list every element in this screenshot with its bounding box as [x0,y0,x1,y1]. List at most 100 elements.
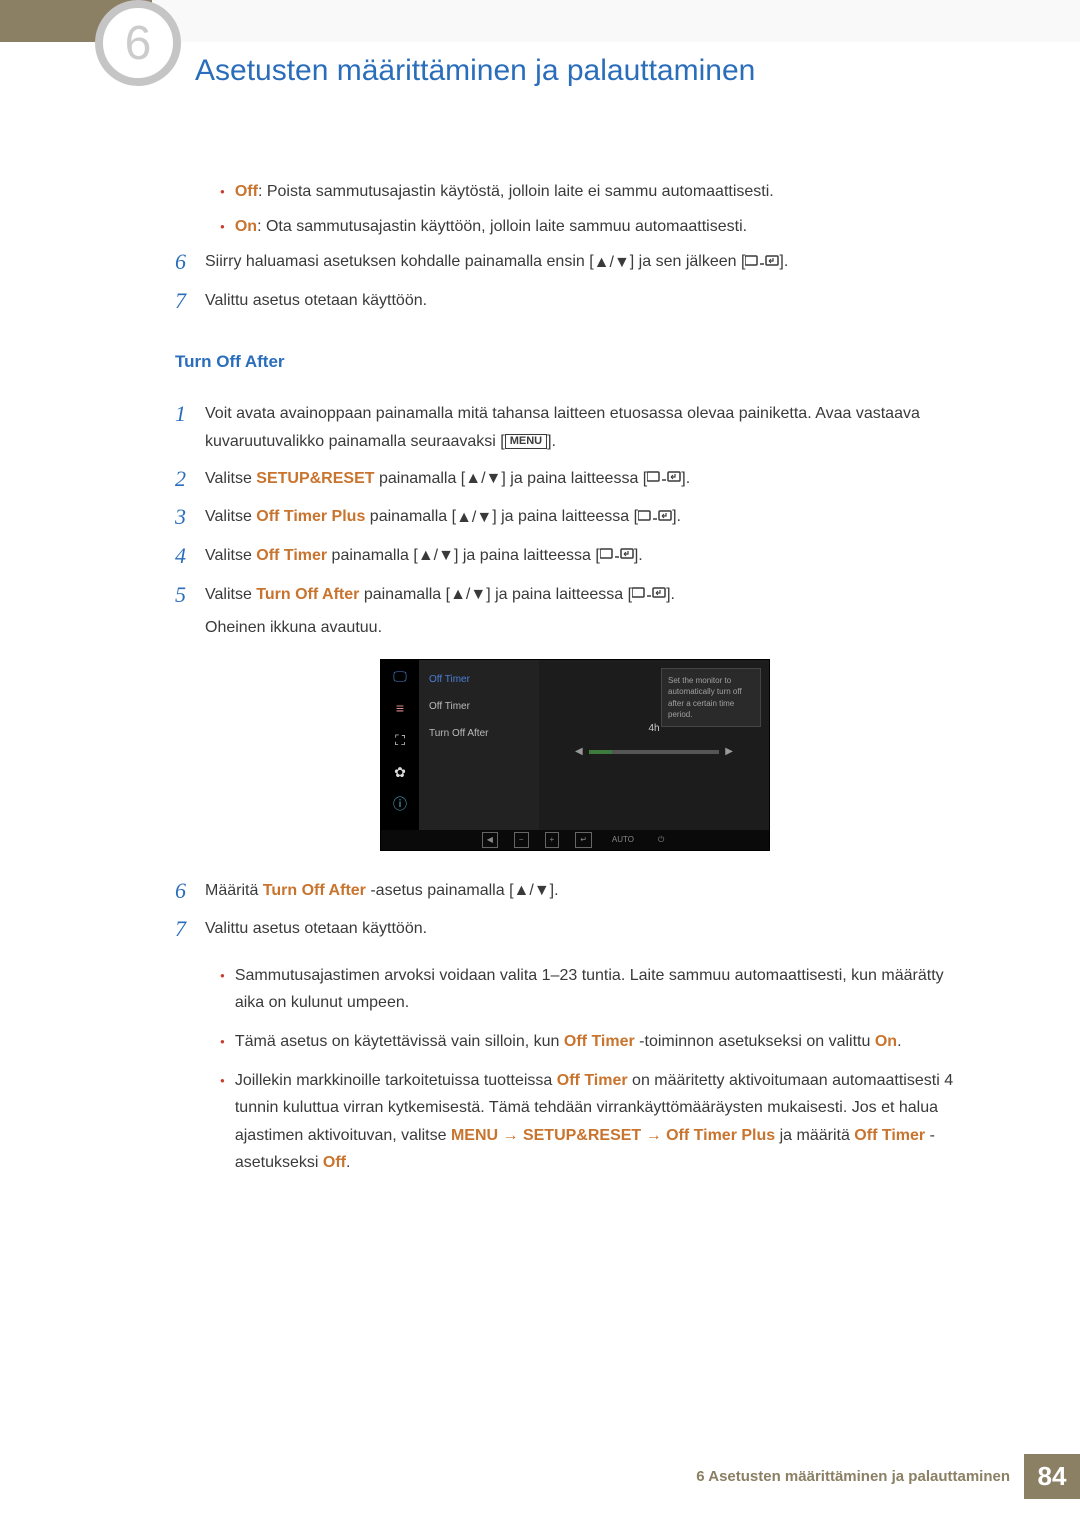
step-text: Voit avata avainoppaan painamalla mitä t… [205,405,920,449]
step-number: 2 [175,465,205,494]
step-text: ] ja paina laitteessa [ [486,586,632,603]
highlight: On [875,1033,897,1050]
auto-label: AUTO [608,833,638,847]
note-text: Sammutusajastimen arvoksi voidaan valita… [235,962,975,1016]
step-text: ]. [672,508,681,525]
osd-bar [589,750,720,754]
up-down-icon: ▲/▼ [456,504,492,531]
step-text: painamalla [ [359,586,450,603]
step-text: ]. [681,470,690,487]
osd-footer: ◀ − + ↵ AUTO ⏻ [381,830,769,850]
step-text: ]. [550,882,559,899]
step-text: painamalla [ [365,508,456,525]
osd-menu-item: Turn Off After [419,720,539,747]
footer-page-number: 84 [1024,1454,1080,1499]
note-text: ja määritä [775,1127,854,1144]
highlight: SETUP&RESET [256,470,374,487]
left-triangle-icon: ◀ [575,743,583,760]
highlight: SETUP&RESET [523,1127,641,1144]
right-triangle-icon: ▶ [725,743,733,760]
step-text: Siirry haluamasi asetuksen kohdalle pain… [205,253,594,270]
section-title: Turn Off After [175,348,975,377]
step-text: ]. [634,547,643,564]
up-down-icon: ▲/▼ [465,465,501,492]
note-item: ● Tämä asetus on käytettävissä vain sill… [220,1028,975,1055]
arrow-icon: → [641,1127,666,1144]
osd-figure: 🖵 ≡ ⛶ ✿ ⓘ Off Timer Off Timer Turn Off A… [175,659,975,851]
note-text: Tämä asetus on käytettävissä vain silloi… [235,1033,564,1050]
step-number: 6 [175,248,205,277]
step-number: 4 [175,542,205,571]
step-text: ] ja paina laitteessa [ [492,508,638,525]
step-text: Valitse [205,547,256,564]
bullet-dot-icon: ● [220,178,225,205]
step-text: painamalla [ [375,470,466,487]
osd-menu-item: Off Timer [419,693,539,720]
step-6: 6 Määritä Turn Off After -asetus painama… [175,877,975,906]
content-body: ● Off: Poista sammutusajastin käytöstä, … [0,88,1080,1228]
expand-icon: ⛶ [390,732,410,750]
bullet-dot-icon: ● [220,962,225,1016]
step-1: 1 Voit avata avainoppaan painamalla mitä… [175,400,975,454]
label-off: Off [235,183,258,200]
monitor-icon: 🖵 [390,668,410,686]
back-icon: ◀ [482,832,498,848]
step-number: 7 [175,915,205,944]
osd-menu: Off Timer Off Timer Turn Off After [419,660,539,830]
note-text: . [897,1033,901,1050]
step-number: 1 [175,400,205,454]
intro-step-7: 7 Valittu asetus otetaan käyttöön. [175,287,975,316]
intro-step-6: 6 Siirry haluamasi asetuksen kohdalle pa… [175,248,975,277]
text-off: : Poista sammutusajastin käytöstä, jollo… [258,183,774,200]
step-text: Valittu asetus otetaan käyttöön. [205,915,975,944]
step-text: ] ja sen jälkeen [ [630,253,746,270]
step-number: 5 [175,581,205,642]
osd-help-box: Set the monitor to automatically turn of… [661,668,761,727]
enter-source-icon [745,249,779,276]
step-number: 6 [175,877,205,906]
up-down-icon: ▲/▼ [594,249,630,276]
step-7: 7 Valittu asetus otetaan käyttöön. [175,915,975,944]
step-5: 5 Valitse Turn Off After painamalla [▲/▼… [175,581,975,642]
step-sub: Oheinen ikkuna avautuu. [205,614,975,641]
note-text: . [346,1154,350,1171]
power-icon: ⏻ [654,833,668,847]
step-text: painamalla [ [327,547,418,564]
step-text: Valitse [205,508,256,525]
enter-source-icon [638,504,672,531]
highlight: Off Timer [854,1127,925,1144]
page-footer: 6 Asetusten määrittäminen ja palauttamin… [682,1454,1080,1499]
footer-label: 6 Asetusten määrittäminen ja palauttamin… [682,1454,1024,1499]
bullet-off: ● Off: Poista sammutusajastin käytöstä, … [175,178,975,205]
step-text: ]. [779,253,788,270]
osd-sidebar: 🖵 ≡ ⛶ ✿ ⓘ [381,660,419,830]
enter-source-icon [647,465,681,492]
menu-key-icon: MENU [505,434,547,449]
step-text: -asetus painamalla [ [366,882,514,899]
step-text: Valittu asetus otetaan käyttöön. [205,287,975,316]
step-text: ] ja paina laitteessa [ [501,470,647,487]
bullet-dot-icon: ● [220,1028,225,1055]
step-3: 3 Valitse Off Timer Plus painamalla [▲/▼… [175,503,975,532]
osd-bar-fill [589,750,613,754]
text-on: : Ota sammutusajastin käyttöön, jolloin … [257,218,747,235]
highlight: Off Timer Plus [256,508,365,525]
gear-icon: ✿ [390,764,410,782]
highlight: Off Timer [564,1033,635,1050]
highlight: Off Timer [557,1072,628,1089]
up-down-icon: ▲/▼ [450,581,486,608]
header-bg [152,0,1080,42]
bullet-dot-icon: ● [220,1067,225,1176]
highlight: Turn Off After [256,586,359,603]
plus-icon: + [545,832,560,848]
step-text: ]. [547,433,556,450]
step-4: 4 Valitse Off Timer painamalla [▲/▼] ja … [175,542,975,571]
highlight: Off Timer Plus [666,1127,775,1144]
label-on: On [235,218,257,235]
chapter-badge: 6 [95,0,181,86]
osd-main: Set the monitor to automatically turn of… [539,660,769,830]
step-text: ] ja paina laitteessa [ [454,547,600,564]
note-item: ● Sammutusajastimen arvoksi voidaan vali… [220,962,975,1016]
arrow-icon: → [498,1127,523,1144]
enter-source-icon [632,581,666,608]
